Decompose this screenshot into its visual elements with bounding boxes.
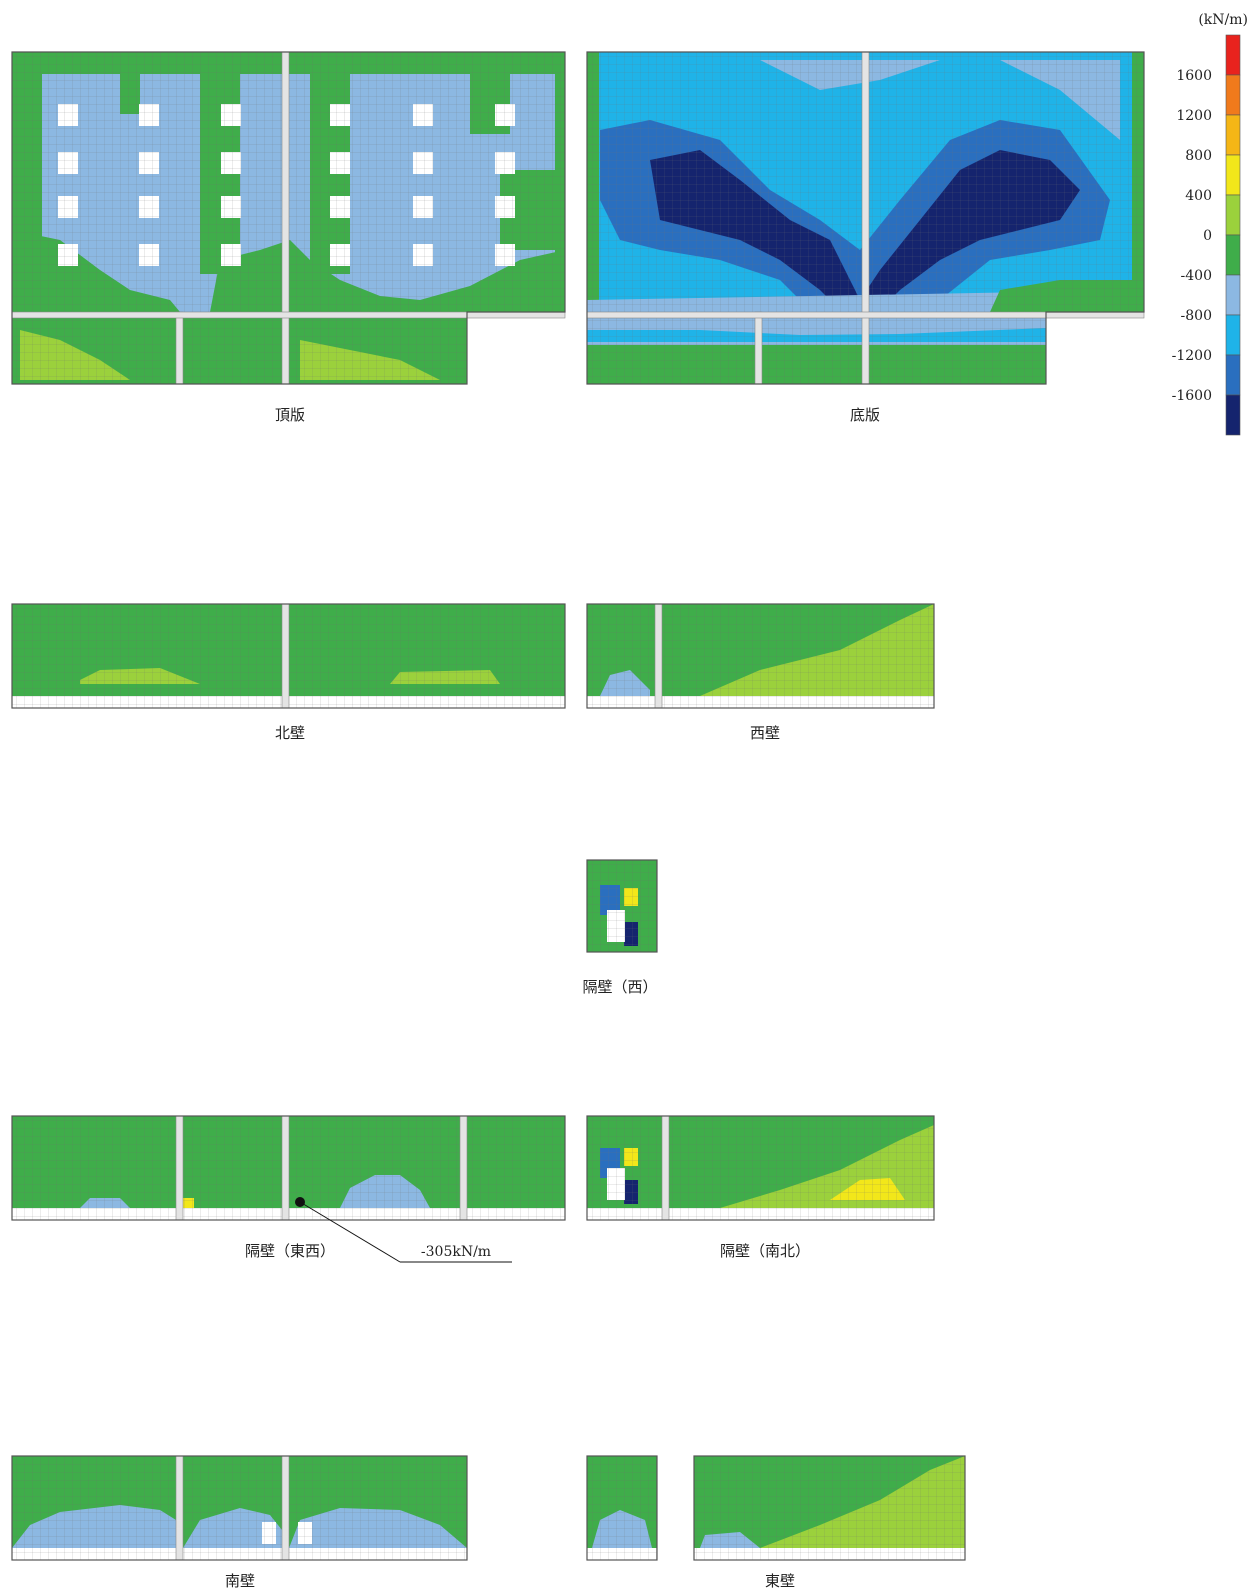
legend-unit: (kN/m) (1198, 12, 1248, 28)
legend-tick-label: 0 (1203, 228, 1212, 244)
legend-swatch (1225, 194, 1241, 236)
legend-swatch (1225, 274, 1241, 316)
label-top-slab: 頂版 (275, 406, 305, 424)
legend-tick-label: -1600 (1172, 388, 1212, 404)
legend-tick-label: 800 (1185, 148, 1212, 164)
legend-tick-label: -800 (1181, 308, 1212, 324)
legend-tick-label: 1600 (1176, 68, 1212, 84)
partition-ns-panel (586, 1115, 935, 1221)
label-east-wall: 東壁 (765, 1572, 795, 1590)
legend-swatch (1225, 74, 1241, 116)
legend-tick-label: 400 (1185, 188, 1212, 204)
north-wall-panel (11, 603, 566, 709)
legend-swatch (1225, 314, 1241, 356)
legend-tick-label: 1200 (1176, 108, 1212, 124)
annotation-value: -305kN/m (421, 1244, 491, 1260)
legend-swatch (1225, 394, 1241, 436)
label-west-wall: 西壁 (750, 724, 780, 742)
partition-west-panel (586, 859, 658, 953)
west-wall-panel (586, 603, 935, 709)
label-bottom-slab: 底版 (850, 406, 880, 424)
label-south-wall: 南壁 (225, 1572, 255, 1590)
legend-swatch (1225, 154, 1241, 196)
legend-swatch (1225, 234, 1241, 276)
legend-tick-label: -400 (1181, 268, 1212, 284)
east-wall-panel (586, 1455, 966, 1561)
label-partition-ns: 隔壁（南北） (720, 1242, 810, 1260)
label-partition-west: 隔壁（西） (582, 978, 657, 996)
legend-swatch (1225, 34, 1241, 76)
label-partition-ew: 隔壁（東西） (245, 1242, 335, 1260)
bottom-slab-panel (586, 51, 1145, 385)
legend-swatch (1225, 114, 1241, 156)
annotation-leader (295, 1197, 512, 1263)
label-north-wall: 北壁 (275, 724, 305, 742)
partition-ew-panel (11, 1115, 566, 1221)
top-slab-panel (11, 51, 566, 385)
south-wall-panel (11, 1455, 468, 1561)
legend-swatch (1225, 354, 1241, 396)
legend-tick-label: -1200 (1172, 348, 1212, 364)
legend: 1600 1200 800 400 0 -400 -800 -1200 -1600 (1172, 34, 1241, 436)
